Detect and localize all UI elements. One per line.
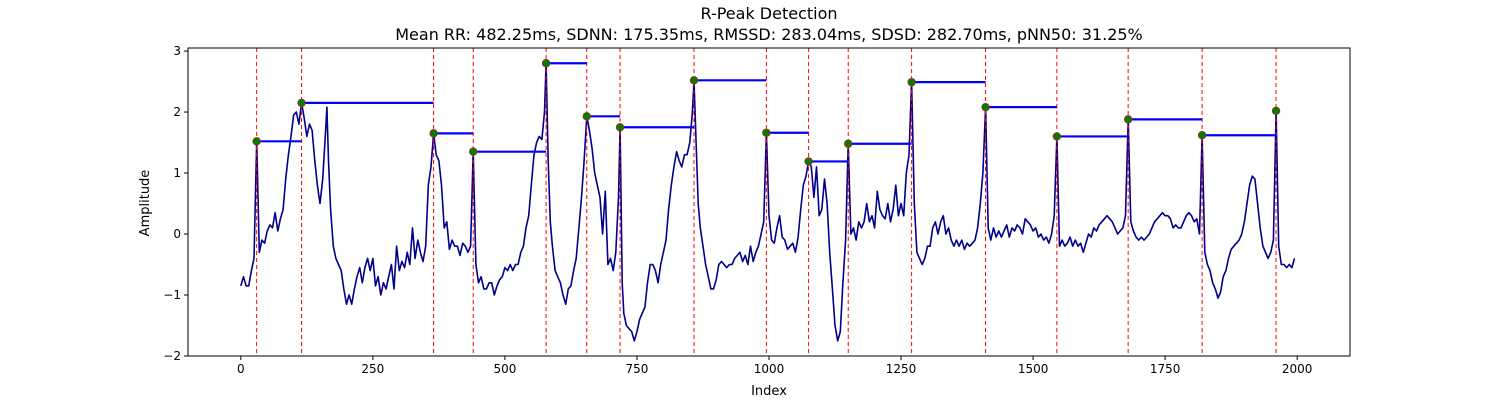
- y-tick-label: 3: [173, 44, 181, 58]
- r-peak-marker: [582, 112, 591, 121]
- x-tick-label: 1250: [886, 362, 917, 376]
- r-peak-marker: [844, 139, 853, 148]
- r-peak-marker: [1052, 132, 1062, 141]
- x-tick-label: 1000: [754, 362, 785, 376]
- x-tick-label: 1500: [1018, 362, 1049, 376]
- r-peak-marker: [762, 128, 771, 137]
- y-tick-label: −1: [163, 288, 181, 302]
- plot-area: [240, 48, 1296, 356]
- r-peak-marker: [1123, 115, 1133, 124]
- y-tick-label: 2: [173, 105, 181, 119]
- x-axis: 0 250 500 750 1000 1250 1500 1750 2000: [237, 356, 1312, 376]
- r-peak-marker: [469, 147, 478, 156]
- r-peak-marker: [252, 137, 261, 146]
- x-tick-label: 1750: [1150, 362, 1181, 376]
- y-tick-label: 0: [173, 227, 181, 241]
- x-tick-label: 250: [361, 362, 384, 376]
- r-peak-marker: [615, 123, 625, 132]
- r-peak-marker: [981, 102, 990, 112]
- y-tick-label: 1: [173, 166, 181, 180]
- r-peak-marker: [804, 157, 813, 166]
- x-tick-label: 0: [237, 362, 245, 376]
- r-peak-marker: [541, 59, 551, 68]
- r-peak-marker: [689, 76, 699, 85]
- x-tick-label: 750: [626, 362, 649, 376]
- r-peak-marker: [1271, 106, 1281, 116]
- x-tick-label: 2000: [1282, 362, 1313, 376]
- y-tick-label: −2: [163, 349, 181, 363]
- r-peak-marker: [1197, 131, 1207, 140]
- chart-subtitle: Mean RR: 482.25ms, SDNN: 175.35ms, RMSSD…: [395, 25, 1143, 44]
- x-tick-label: 500: [493, 362, 516, 376]
- y-axis-label: Amplitude: [138, 170, 153, 237]
- y-axis: −2 −1 0 1 2 3: [163, 44, 188, 363]
- signal-line: [240, 62, 1296, 342]
- r-peak-marker: [297, 98, 306, 108]
- chart-title: R-Peak Detection: [700, 4, 837, 23]
- x-axis-label: Index: [751, 384, 787, 399]
- r-peak-marker: [429, 129, 438, 138]
- r-peak-marker: [907, 77, 916, 87]
